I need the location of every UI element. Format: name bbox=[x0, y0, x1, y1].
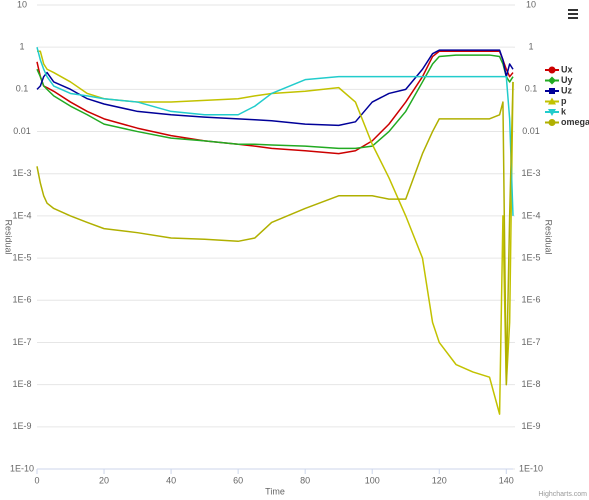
legend-marker bbox=[549, 88, 555, 94]
y-tick-label: 1E-6 bbox=[12, 295, 31, 305]
x-tick-label: 20 bbox=[99, 475, 109, 485]
y2-tick-label: 1E-3 bbox=[521, 168, 540, 178]
menu-button[interactable] bbox=[568, 9, 578, 19]
legend-label: Uy bbox=[561, 75, 573, 85]
y2-tick-label: 1E-6 bbox=[521, 295, 540, 305]
y2-tick-label: 0.01 bbox=[522, 126, 540, 136]
legend-marker bbox=[548, 119, 556, 126]
x-tick-label: 140 bbox=[499, 475, 514, 485]
y-tick-label: 1E-9 bbox=[12, 421, 31, 431]
y-tick-label: 10 bbox=[17, 0, 27, 9]
y-tick-label: 1E-3 bbox=[12, 168, 31, 178]
y2-axis-title: Residual bbox=[544, 219, 554, 254]
y2-tick-label: 1E-7 bbox=[521, 337, 540, 347]
y2-tick-label: 1E-9 bbox=[521, 421, 540, 431]
y-tick-label: 0.01 bbox=[13, 126, 31, 136]
legend-item[interactable]: Uz bbox=[545, 85, 572, 95]
legend-item[interactable]: p bbox=[545, 96, 567, 106]
series-line bbox=[37, 50, 514, 415]
legend-label: p bbox=[561, 96, 567, 106]
y2-tick-label: 1E-5 bbox=[521, 252, 540, 262]
legend-label: k bbox=[561, 106, 567, 116]
x-tick-label: 0 bbox=[34, 475, 39, 485]
y-tick-label: 1E-8 bbox=[12, 379, 31, 389]
y-tick-label: 1E-7 bbox=[12, 337, 31, 347]
menu-bar bbox=[568, 17, 578, 19]
credits[interactable]: Highcharts.com bbox=[538, 491, 587, 498]
x-tick-label: 100 bbox=[365, 475, 380, 485]
y-tick-label: 0.1 bbox=[16, 84, 29, 94]
y2-tick-label: 1E-8 bbox=[521, 379, 540, 389]
y2-tick-label: 10 bbox=[526, 0, 536, 9]
y-tick-label: 1 bbox=[19, 42, 24, 52]
x-tick-label: 60 bbox=[233, 475, 243, 485]
legend-label: Uz bbox=[561, 85, 572, 95]
x-tick-label: 80 bbox=[300, 475, 310, 485]
legend-item[interactable]: k bbox=[545, 106, 567, 116]
y2-tick-label: 1E-4 bbox=[521, 210, 540, 220]
x-tick-label: 120 bbox=[432, 475, 447, 485]
x-tick-label: 40 bbox=[166, 475, 176, 485]
y2-tick-label: 1 bbox=[528, 42, 533, 52]
menu-bar bbox=[568, 9, 578, 11]
legend-marker bbox=[548, 109, 556, 116]
series-line bbox=[36, 46, 514, 216]
legend-item[interactable]: Ux bbox=[545, 64, 573, 74]
y-axis-title: Residual bbox=[4, 219, 14, 254]
legend-label: omega bbox=[561, 117, 589, 127]
menu-bar bbox=[568, 13, 578, 15]
y-tick-label: 1E-4 bbox=[12, 210, 31, 220]
y2-tick-label: 0.1 bbox=[525, 84, 538, 94]
series-line bbox=[36, 54, 514, 150]
legend-marker bbox=[548, 76, 556, 85]
legend-label: Ux bbox=[561, 64, 573, 74]
legend-item[interactable]: omega bbox=[545, 117, 589, 127]
y-tick-label: 1E-10 bbox=[10, 463, 34, 473]
y-tick-label: 1E-5 bbox=[12, 252, 31, 262]
series-line bbox=[36, 81, 514, 386]
series-line bbox=[36, 49, 514, 127]
legend-marker bbox=[548, 97, 556, 105]
series-line bbox=[36, 50, 514, 155]
legend-item[interactable]: Uy bbox=[545, 75, 573, 85]
x-axis-title: Time bbox=[265, 486, 285, 496]
legend-marker bbox=[548, 66, 556, 74]
y2-tick-label: 1E-10 bbox=[519, 463, 543, 473]
